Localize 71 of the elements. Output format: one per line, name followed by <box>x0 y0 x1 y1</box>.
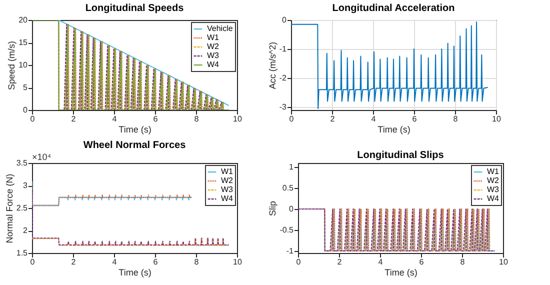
y-axis-title: Slip <box>268 200 278 216</box>
x-tick-label: 0 <box>296 258 302 266</box>
y-tick-label: 20 <box>18 16 28 24</box>
legend-label: W1 <box>487 167 500 176</box>
x-tick-label: 6 <box>153 114 158 124</box>
y-tick-label: 5 <box>23 83 28 92</box>
x-tick-label: 4 <box>112 114 118 124</box>
x-tick-label: 10 <box>233 258 242 266</box>
x-tick-label: 10 <box>499 258 508 266</box>
y-tick-label: 2.5 <box>16 204 28 212</box>
chart-title: Wheel Normal Forces <box>83 140 186 151</box>
line-series <box>32 180 192 206</box>
x-tick-label: 0 <box>30 258 36 266</box>
x-axis-title: Time (s) <box>384 268 418 278</box>
x-tick-label: 6 <box>419 258 424 266</box>
y-tick-label: -0.5 <box>280 225 294 234</box>
chart-title: Longitudinal Slips <box>357 150 444 161</box>
y-tick-label: 3 <box>23 181 28 190</box>
line-series <box>32 185 192 206</box>
y-tick-label: 1 <box>289 162 294 172</box>
legend-label: W3 <box>221 185 234 194</box>
x-tick-label: 2 <box>71 114 76 124</box>
x-tick-label: 8 <box>194 114 200 124</box>
x-tick-label: 10 <box>233 114 242 124</box>
legend-label: W2 <box>487 176 500 185</box>
y-axis-title: Speed (m/s) <box>6 40 17 90</box>
legend-label: W2 <box>207 42 220 51</box>
legend-label: W3 <box>487 185 500 194</box>
x-tick-label: 8 <box>460 258 466 266</box>
y-tick-label: 3.5 <box>16 158 28 168</box>
x-tick-label: 4 <box>371 114 376 124</box>
y-axis-title: Acc (m/s^2) <box>267 42 278 90</box>
x-tick-label: 6 <box>412 114 418 124</box>
x-tick-label: 8 <box>453 114 458 124</box>
legend-label: W4 <box>221 194 234 203</box>
legend-label: W1 <box>221 167 234 176</box>
legend-label: W2 <box>221 176 234 185</box>
x-tick-label: 4 <box>378 258 384 266</box>
y-tick-label: 2 <box>23 226 28 235</box>
line-series <box>291 22 488 110</box>
y-tick-label: 0 <box>23 106 28 114</box>
legend-label: W4 <box>207 60 220 69</box>
y-tick-label: 10 <box>18 60 28 70</box>
x-tick-label: 0 <box>30 114 36 124</box>
x-tick-label: 2 <box>330 114 336 124</box>
legend-label: W3 <box>207 51 220 60</box>
legend-label: Vehicle <box>207 24 234 33</box>
x-tick-label: 2 <box>337 258 342 266</box>
y-axis-title: Normal Force (N) <box>4 174 14 244</box>
y-tick-label: -1 <box>279 44 288 54</box>
y-tick-label: 15 <box>18 38 28 47</box>
x-axis-title: Time (s) <box>118 268 152 278</box>
chart-title: Longitudinal Speeds <box>85 3 184 14</box>
x-axis-title: Time (s) <box>118 124 152 134</box>
y-tick-label: -2 <box>279 74 288 83</box>
y-tick-label: -3 <box>279 102 288 112</box>
y-tick-label: 0 <box>282 16 288 24</box>
x-tick-label: 4 <box>112 258 118 266</box>
x-tick-label: 10 <box>492 114 502 124</box>
x-tick-label: 6 <box>153 258 158 266</box>
legend-label: W4 <box>487 194 500 203</box>
x-axis-title: Time (s) <box>378 124 410 134</box>
x-tick-label: 8 <box>194 258 200 266</box>
legend-label: W1 <box>207 33 220 42</box>
y-tick-label: 0 <box>289 204 294 214</box>
y-tick-label: -1 <box>286 246 294 256</box>
y-tick-label: 1.5 <box>16 248 28 258</box>
text: ×10⁴ <box>32 152 52 162</box>
x-tick-label: 2 <box>71 258 76 266</box>
y-tick-label: 0.5 <box>282 184 294 193</box>
chart-title: Longitudinal Acceleration <box>332 3 455 14</box>
